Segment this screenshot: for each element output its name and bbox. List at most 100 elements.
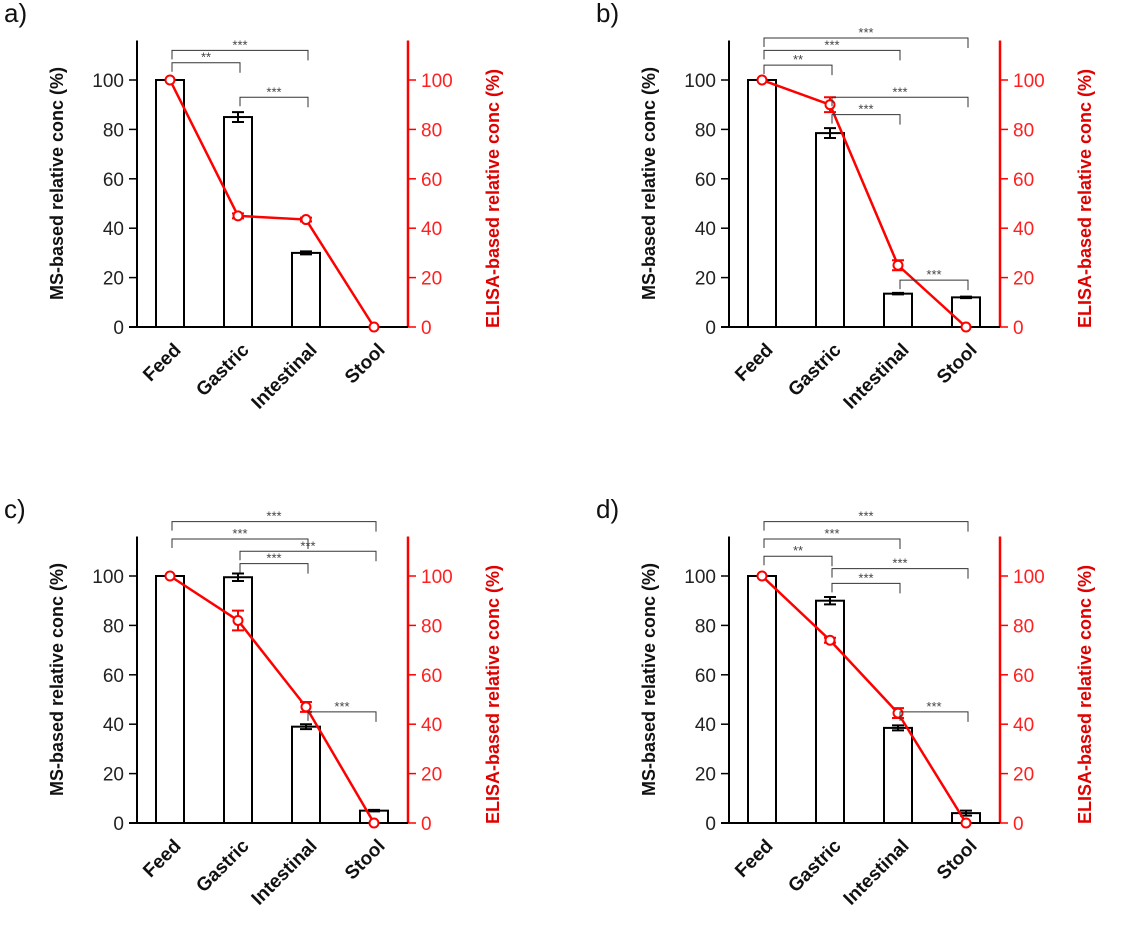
- elisa-point: [960, 321, 972, 333]
- significance-bracket: [171, 49, 309, 61]
- elisa-point: [824, 99, 836, 111]
- ms-bar: [291, 251, 321, 328]
- category-label: Feed: [731, 340, 777, 386]
- elisa-line: [761, 575, 968, 824]
- panel-label: c): [4, 494, 26, 524]
- significance-bracket: [899, 711, 969, 722]
- significance-label: ***: [824, 526, 839, 541]
- elisa-point: [892, 707, 904, 719]
- right-tick-label: 60: [1013, 170, 1034, 191]
- elisa-point: [164, 570, 176, 582]
- significance-bracket: [763, 37, 969, 49]
- significance-label: ***: [232, 37, 247, 52]
- ms-bar: [883, 726, 913, 824]
- right-tick-label: 60: [1013, 666, 1034, 687]
- ms-bar: [815, 599, 845, 824]
- elisa-line: [168, 79, 376, 328]
- right-tick-label: 0: [421, 814, 432, 835]
- right-axis-title: ELISA-based relative conc (%): [483, 69, 503, 328]
- significance-bracket: [831, 568, 969, 579]
- significance-label: ***: [892, 84, 907, 99]
- significance-bracket: [239, 96, 309, 108]
- right-tick-label: 80: [421, 616, 442, 637]
- elisa-point: [232, 614, 244, 626]
- significance-label: ***: [926, 267, 941, 282]
- elisa-point: [300, 701, 312, 713]
- category-label: Stool: [933, 836, 981, 884]
- left-tick-label: 20: [103, 269, 124, 290]
- ms-error-bar: [824, 595, 836, 606]
- significance-label: ***: [300, 538, 315, 553]
- left-tick-label: 40: [103, 715, 124, 736]
- ms-error-bar: [232, 111, 244, 123]
- ms-bar: [155, 575, 185, 824]
- significance-label: ***: [858, 509, 873, 524]
- left-tick-label: 80: [695, 616, 716, 637]
- significance-label: ***: [926, 699, 941, 714]
- ms-error-bar: [960, 295, 972, 300]
- ms-error-bar: [300, 250, 312, 256]
- elisa-point: [756, 74, 768, 86]
- right-tick-label: 100: [1013, 567, 1045, 588]
- right-axis-title: ELISA-based relative conc (%): [1075, 565, 1095, 824]
- left-tick-label: 100: [92, 567, 124, 588]
- significance-label: ***: [858, 102, 873, 117]
- significance-label: ***: [232, 526, 247, 541]
- left-tick-label: 0: [705, 318, 716, 339]
- category-label: Intestinal: [840, 340, 914, 414]
- category-label: Feed: [139, 340, 185, 386]
- significance-label: ***: [334, 699, 349, 714]
- category-label: Gastric: [784, 835, 845, 896]
- significance-bracket: [239, 550, 377, 562]
- left-tick-label: 20: [695, 269, 716, 290]
- chart-panel-b: b) 0 0 20 20 40 40 60 60 80 80 100 100 MS-based relat…: [596, 0, 1095, 414]
- right-tick-label: 80: [421, 120, 442, 141]
- significance-bracket: [763, 49, 901, 61]
- significance-bracket: [239, 563, 309, 574]
- chart-panel-d: d) 0 0 20 20 40 40 60 60 80 80 100 100 MS-based relat…: [596, 494, 1095, 910]
- panel-label: d): [596, 494, 619, 524]
- significance-label: ***: [266, 509, 281, 524]
- left-tick-label: 20: [103, 765, 124, 786]
- left-tick-label: 100: [92, 71, 124, 92]
- category-label: Intestinal: [248, 340, 322, 414]
- ms-error-bar: [892, 724, 904, 732]
- right-tick-label: 0: [421, 318, 432, 339]
- left-tick-label: 60: [695, 170, 716, 191]
- right-tick-label: 100: [421, 71, 453, 92]
- elisa-point: [164, 74, 176, 86]
- right-tick-label: 60: [421, 170, 442, 191]
- left-tick-label: 100: [684, 71, 716, 92]
- right-tick-label: 40: [1013, 715, 1034, 736]
- left-tick-label: 60: [103, 666, 124, 687]
- category-label: Intestinal: [248, 836, 322, 910]
- significance-bracket: [763, 64, 833, 76]
- significance-bracket: [763, 555, 833, 567]
- left-tick-label: 80: [103, 616, 124, 637]
- panel-label: a): [4, 0, 27, 28]
- chart-panel-c: c) 0 0 20 20 40 40 60 60 80 80 100 100 MS-based relat…: [4, 494, 503, 910]
- left-axis-title: MS-based relative conc (%): [639, 563, 659, 796]
- elisa-point: [300, 214, 312, 226]
- left-tick-label: 80: [103, 120, 124, 141]
- right-tick-label: 20: [1013, 269, 1034, 290]
- elisa-line: [761, 78, 967, 328]
- right-axis-title: ELISA-based relative conc (%): [483, 565, 503, 824]
- significance-label: ***: [824, 37, 839, 52]
- right-tick-label: 0: [1013, 814, 1024, 835]
- chart-panel-a: a) 0 0 20 20 40 40 60 60 80 80 100 100 MS-based relat…: [4, 0, 503, 414]
- right-tick-label: 60: [421, 666, 442, 687]
- ms-bar: [747, 79, 777, 328]
- ms-error-bar: [232, 572, 244, 582]
- elisa-point: [960, 817, 972, 829]
- category-label: Stool: [933, 340, 981, 388]
- right-tick-label: 20: [1013, 765, 1034, 786]
- significance-bracket: [763, 538, 901, 549]
- ms-error-bar: [300, 723, 312, 731]
- category-label: Stool: [341, 836, 389, 884]
- panel-label: b): [596, 0, 619, 28]
- right-tick-label: 100: [1013, 71, 1045, 92]
- ms-bar: [815, 132, 845, 328]
- significance-bracket: [763, 521, 969, 532]
